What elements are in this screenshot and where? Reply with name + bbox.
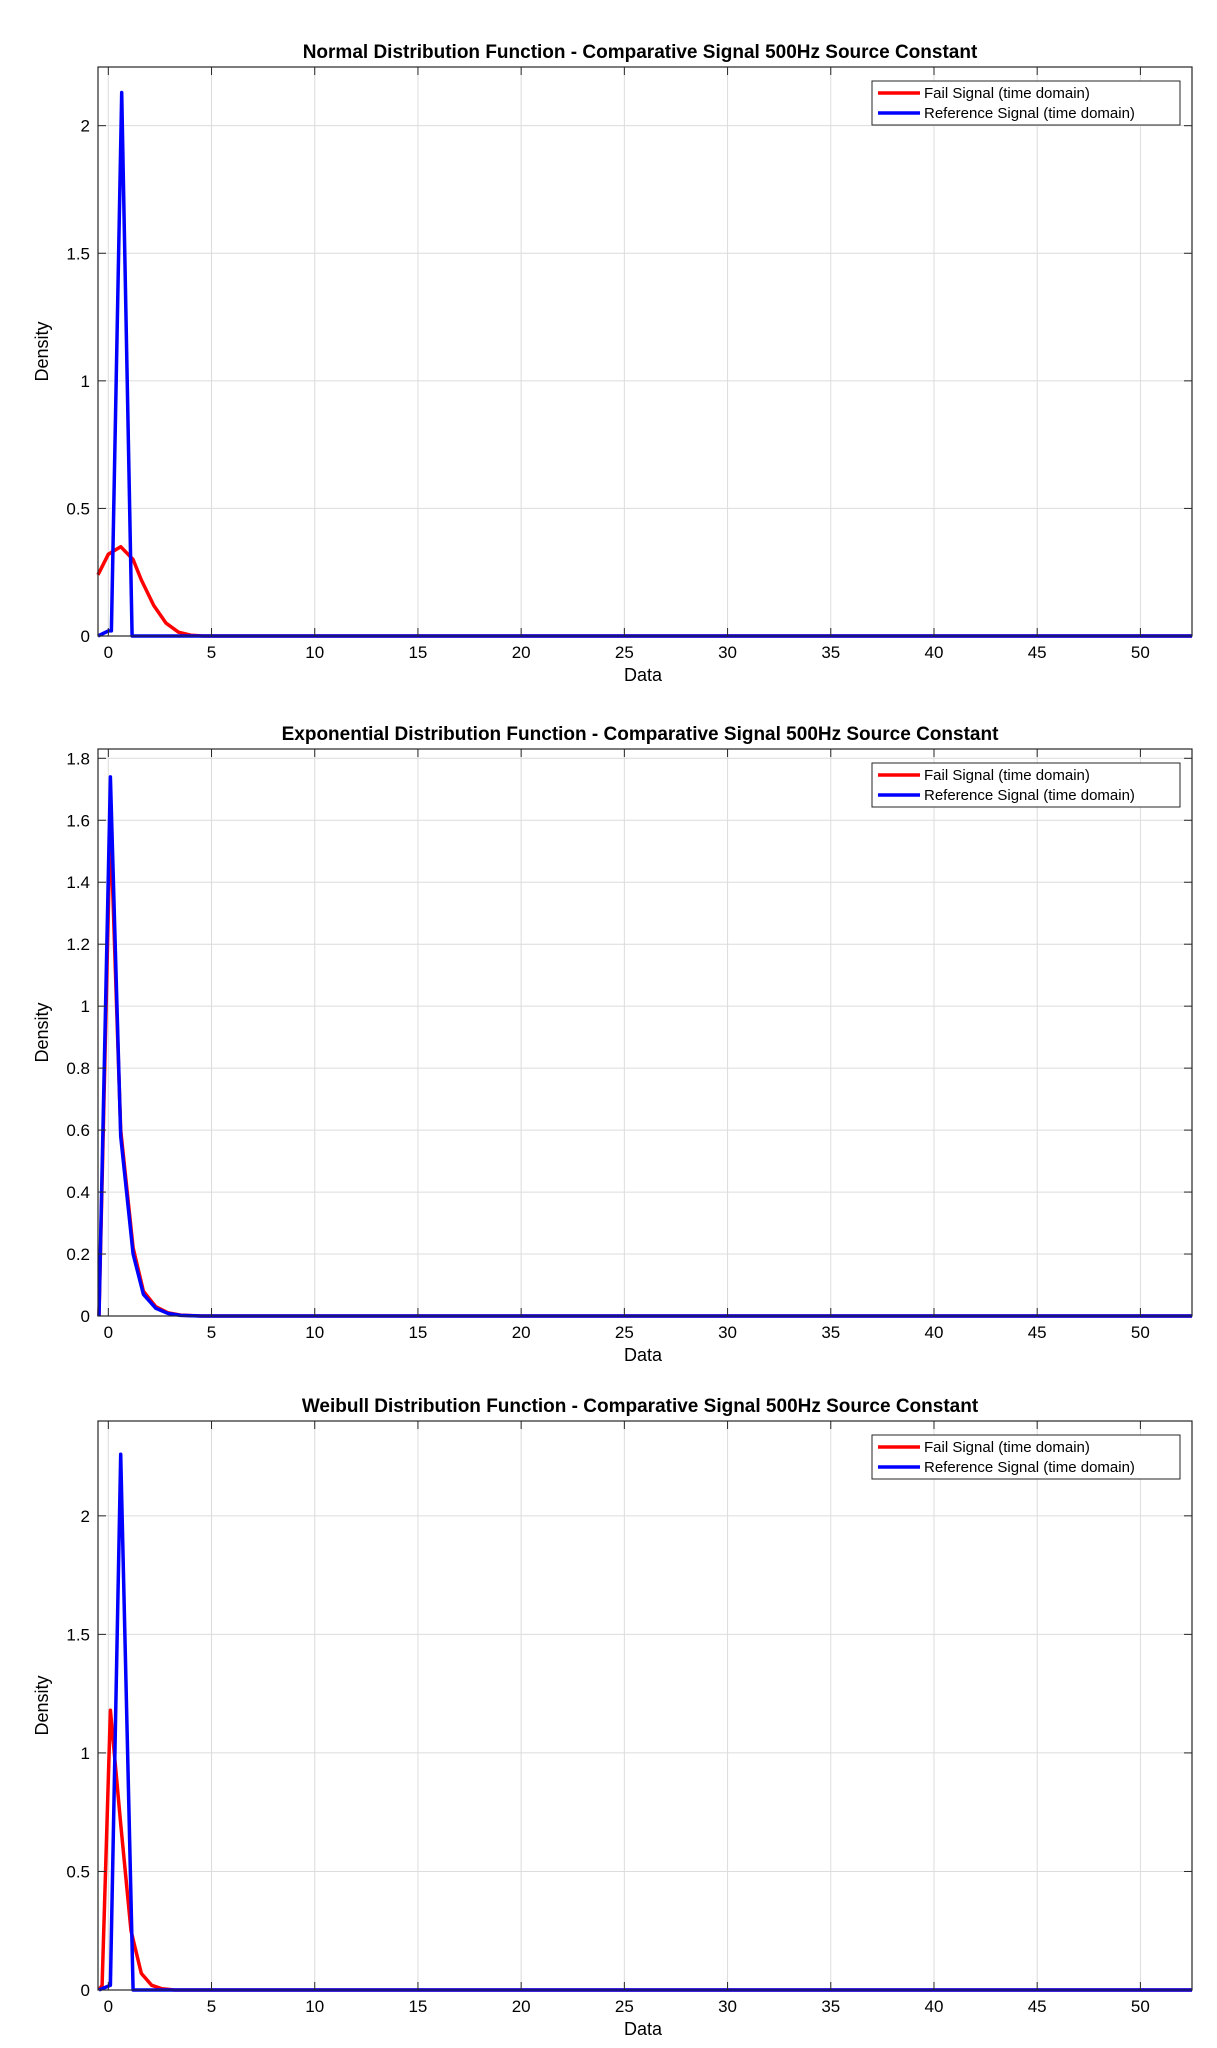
y-tick-label: 0.8 <box>66 1059 90 1078</box>
y-tick-label: 1.4 <box>66 873 90 892</box>
chart-panel-1: 0 5 10 15 20 25 30 35 40 45 50 0 0.5 1 1.5 2 Normal Dist… <box>32 42 1193 685</box>
x-tick-label: 20 <box>512 1997 531 2016</box>
x-tick-label: 40 <box>925 1323 944 1342</box>
x-tick-label: 25 <box>615 643 634 662</box>
y-tick-label: 1.8 <box>66 749 90 768</box>
chart-title: Normal Distribution Function - Comparati… <box>303 42 978 63</box>
legend: Fail Signal (time domain) Reference Signa… <box>871 762 1181 808</box>
x-tick-label: 30 <box>718 1997 737 2016</box>
x-axis-label: Data <box>624 665 663 685</box>
x-tick-label: 0 <box>104 1323 113 1342</box>
legend-label: Reference Signal (time domain) <box>924 105 1135 122</box>
y-axis-label: Density <box>32 1002 52 1062</box>
y-tick-label: 1.5 <box>66 244 90 263</box>
x-tick-label: 45 <box>1028 1997 1047 2016</box>
y-tick-label: 1.2 <box>66 935 90 954</box>
legend-label: Reference Signal (time domain) <box>924 1459 1135 1476</box>
axes-box <box>97 748 1193 1317</box>
chart-panel-2: 0 5 10 15 20 25 30 35 40 45 50 0 0.2 0.4 0.6 0.8 1 1.2 1.4… <box>32 724 1193 1365</box>
x-tick-label: 30 <box>718 643 737 662</box>
legend-label: Fail Signal (time domain) <box>924 767 1090 784</box>
y-tick-label: 1 <box>81 997 90 1016</box>
legend-box <box>871 80 1181 126</box>
y-tick-label: 0.5 <box>66 499 90 518</box>
y-tick-label: 1 <box>81 1744 90 1763</box>
x-tick-label: 50 <box>1131 1997 1150 2016</box>
x-tick-label: 50 <box>1131 643 1150 662</box>
x-tick-label: 25 <box>615 1323 634 1342</box>
x-tick-label: 40 <box>925 643 944 662</box>
y-tick-label: 0 <box>81 627 90 646</box>
axes-box <box>97 66 1193 637</box>
chart-title: Weibull Distribution Function - Comparat… <box>302 1396 979 1417</box>
legend-box <box>871 762 1181 808</box>
x-tick-label: 40 <box>925 1997 944 2016</box>
x-tick-label: 10 <box>305 1323 324 1342</box>
plot-area <box>98 67 1192 636</box>
y-tick-label: 2 <box>81 117 90 136</box>
x-tick-label: 10 <box>305 1997 324 2016</box>
x-tick-label: 10 <box>305 643 324 662</box>
x-tick-label: 5 <box>207 643 216 662</box>
plot-area <box>98 1421 1192 1990</box>
x-tick-label: 30 <box>718 1323 737 1342</box>
x-tick-label: 15 <box>408 1997 427 2016</box>
y-tick-label: 0.4 <box>66 1183 90 1202</box>
x-tick-label: 5 <box>207 1997 216 2016</box>
legend: Fail Signal (time domain) Reference Signa… <box>871 80 1181 126</box>
legend-label: Fail Signal (time domain) <box>924 1439 1090 1456</box>
y-tick-label: 2 <box>81 1507 90 1526</box>
x-tick-label: 5 <box>207 1323 216 1342</box>
legend-box <box>871 1434 1181 1480</box>
x-tick-label: 35 <box>821 1997 840 2016</box>
x-tick-label: 35 <box>821 1323 840 1342</box>
y-tick-label: 1.5 <box>66 1625 90 1644</box>
x-axis-label: Data <box>624 2019 663 2039</box>
y-tick-label: 0 <box>81 1307 90 1326</box>
x-tick-label: 0 <box>104 643 113 662</box>
y-tick-label: 0 <box>81 1981 90 2000</box>
x-tick-label: 15 <box>408 1323 427 1342</box>
y-tick-label: 1.6 <box>66 811 90 830</box>
x-tick-label: 20 <box>512 1323 531 1342</box>
x-tick-label: 45 <box>1028 1323 1047 1342</box>
y-tick-label: 0.5 <box>66 1862 90 1881</box>
legend: Fail Signal (time domain) Reference Signa… <box>871 1434 1181 1480</box>
y-axis-label: Density <box>32 321 52 381</box>
x-tick-label: 35 <box>821 643 840 662</box>
chart-panel-3: 0 5 10 15 20 25 30 35 40 45 50 0 0.5 1 1.5 2 Weibull Dis… <box>32 1396 1193 2039</box>
x-tick-label: 45 <box>1028 643 1047 662</box>
y-tick-label: 1 <box>81 372 90 391</box>
x-tick-label: 25 <box>615 1997 634 2016</box>
x-tick-label: 50 <box>1131 1323 1150 1342</box>
chart-title: Exponential Distribution Function - Comp… <box>282 724 999 745</box>
y-tick-label: 0.2 <box>66 1245 90 1264</box>
legend-label: Fail Signal (time domain) <box>924 85 1090 102</box>
y-axis-label: Density <box>32 1675 52 1735</box>
x-axis-label: Data <box>624 1345 663 1365</box>
x-tick-label: 15 <box>408 643 427 662</box>
y-tick-label: 0.6 <box>66 1121 90 1140</box>
x-tick-label: 0 <box>104 1997 113 2016</box>
axes-box <box>97 1420 1193 1991</box>
plot-area <box>98 749 1192 1316</box>
x-tick-label: 20 <box>512 643 531 662</box>
legend-label: Reference Signal (time domain) <box>924 787 1135 804</box>
